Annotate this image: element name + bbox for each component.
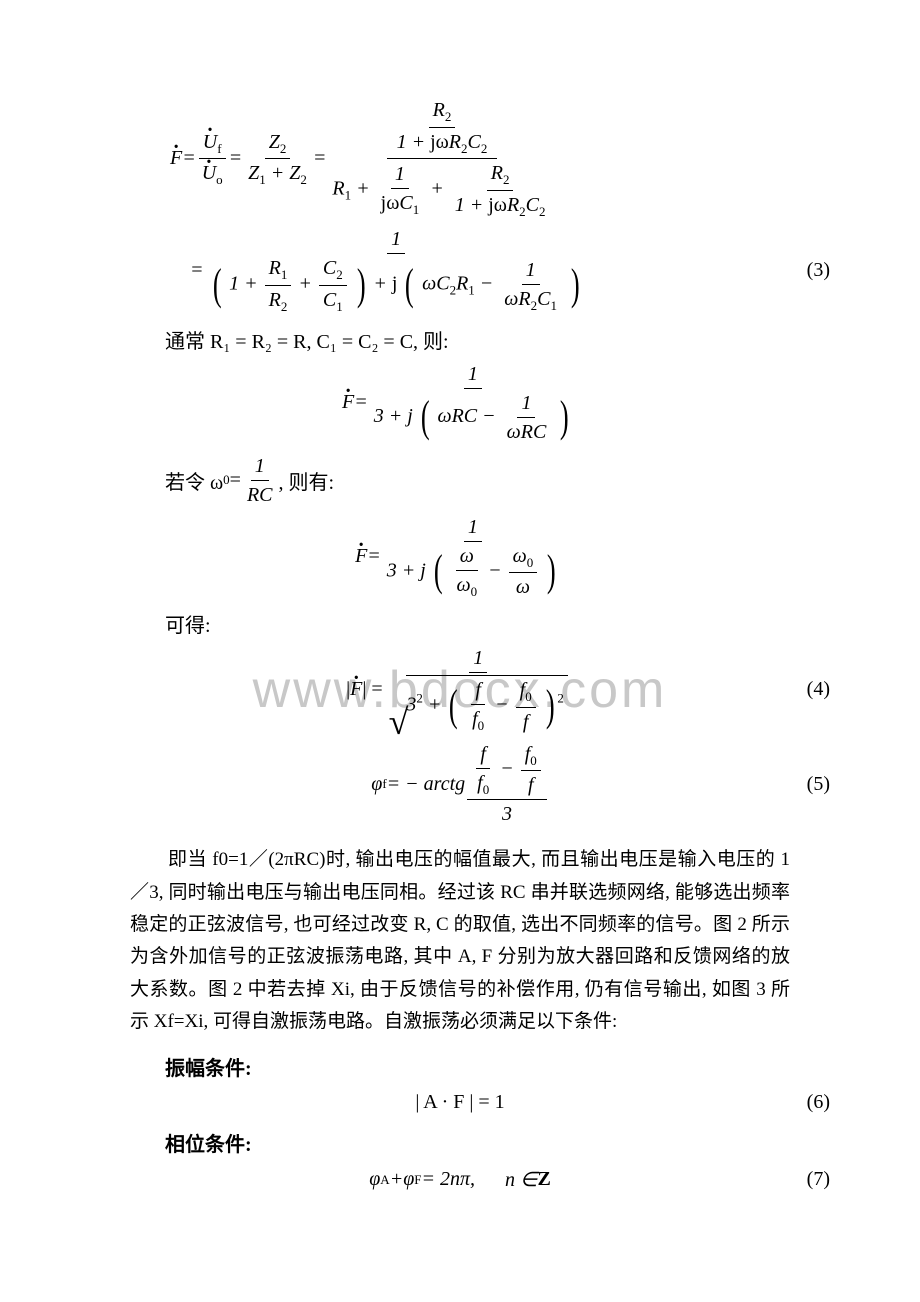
equation-3-line1: F = Uf Uo = Z2 Z1 + Z2 = R2 1 + jωR2C2 R… <box>70 98 850 219</box>
eq-sign: = <box>182 147 196 170</box>
amplitude-condition-label: 振幅条件: <box>165 1052 850 1081</box>
equation-4: |F| = 1 √ 32 + ( f f0 − <box>70 646 850 734</box>
text-obtain: 可得: <box>165 609 850 638</box>
frac-Z2-Z1Z2: Z2 Z1 + Z2 <box>244 130 311 188</box>
frac-big2: 1 ( 1 + R1 R2 + C2 C1 ) + j ( ωC2R1 − <box>206 227 587 314</box>
frac-big1: R2 1 + jωR2C2 R1 + 1 jωC1 + R2 1 + jωR2C… <box>328 98 555 219</box>
eq-number-4: (4) <box>807 678 830 701</box>
equation-F-simple2: F = 1 3 + j ( ω ω0 − ω0 ω ) <box>70 515 850 600</box>
eq-number-6: (6) <box>807 1091 830 1114</box>
phase-condition-label: 相位条件: <box>165 1128 850 1157</box>
main-paragraph: 即当 f0=1／(2πRC)时, 输出电压的幅值最大, 而且输出电压是输入电压的… <box>130 844 790 1038</box>
equation-6: | A · F | = 1 (6) <box>70 1091 850 1114</box>
equation-F-simple1: F = 1 3 + j ( ωRC − 1 ωRC ) <box>70 362 850 444</box>
eq-number-3: (3) <box>807 259 830 282</box>
F-dot: F <box>170 147 182 170</box>
equation-5: φf = − arctg f f0 − f0 f 3 (5) <box>70 742 850 827</box>
eq-number-7: (7) <box>807 1168 830 1191</box>
text-usually: 通常 R₁ = R₂ = R, C₁ = C₂ = C, 则: <box>165 325 850 354</box>
equation-7: φA + φF = 2nπ, n ∈ Z (7) <box>70 1167 850 1192</box>
eq-number-5: (5) <box>807 773 830 796</box>
page-content: F = Uf Uo = Z2 Z1 + Z2 = R2 1 + jωR2C2 R… <box>70 98 850 1192</box>
frac-Uf-Uo: Uf Uo <box>198 130 227 188</box>
text-let-w0: 若令 ω0 = 1 RC , 则有: <box>165 454 850 507</box>
equation-3-line2: = 1 ( 1 + R1 R2 + C2 C1 ) + j ( ωC2R1 − <box>70 227 850 314</box>
